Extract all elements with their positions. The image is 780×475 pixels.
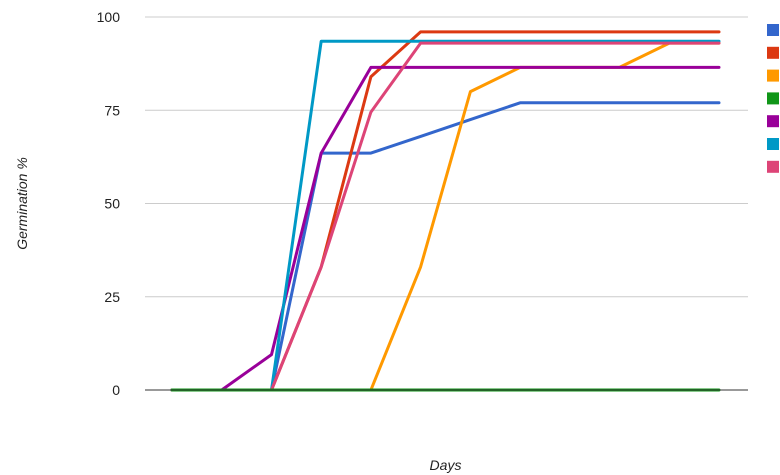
y-tick-label: 25 bbox=[104, 289, 120, 305]
series-line-1 bbox=[170, 101, 721, 392]
y-tick-label: 50 bbox=[104, 196, 120, 212]
legend-swatch-6 bbox=[767, 138, 779, 150]
series-line-5 bbox=[170, 65, 721, 392]
legend-swatch-1 bbox=[767, 24, 779, 36]
series-line-6 bbox=[170, 39, 721, 392]
x-axis-title: Days bbox=[430, 457, 462, 473]
legend bbox=[767, 24, 779, 173]
legend-swatch-7 bbox=[767, 160, 779, 173]
legend-swatch-3 bbox=[767, 69, 779, 82]
y-tick-label: 0 bbox=[112, 382, 120, 398]
legend-swatch-5 bbox=[767, 115, 779, 128]
series-line-2 bbox=[170, 30, 721, 392]
y-axis-title: Germination % bbox=[14, 157, 30, 250]
gridlines bbox=[145, 16, 748, 298]
legend-swatch-2 bbox=[767, 46, 779, 59]
series-line-3 bbox=[170, 41, 721, 392]
series-lines bbox=[170, 30, 721, 392]
series-line-7 bbox=[170, 41, 721, 392]
y-tick-label: 100 bbox=[97, 9, 121, 25]
y-tick-label: 75 bbox=[104, 102, 120, 118]
y-axis-tick-labels: 0 25 50 75 100 bbox=[97, 9, 121, 398]
legend-swatch-4 bbox=[767, 92, 779, 105]
